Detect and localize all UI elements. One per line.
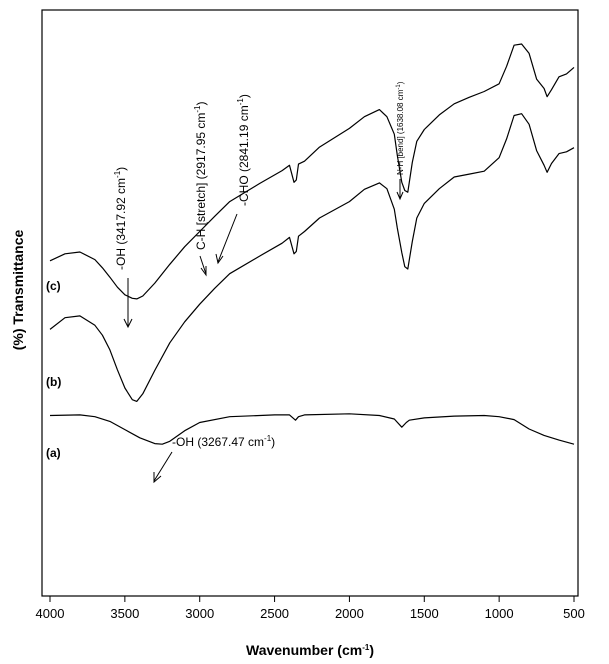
x-tick-label: 3500	[110, 606, 139, 621]
annotation-cho: -CHO (2841.19 cm-1)	[236, 94, 251, 206]
x-tick-label: 1000	[485, 606, 514, 621]
series-line-a	[49, 413, 575, 445]
x-tick-label: 4000	[36, 606, 65, 621]
series-label-c: (c)	[46, 279, 61, 293]
series-label-a: (a)	[46, 446, 61, 460]
x-axis-title: Wavenumber (cm-1)	[246, 642, 374, 658]
annotation-nh-bend: N-H [bend] (1638.08 cm-1)	[396, 81, 405, 175]
x-tick-label: 2000	[335, 606, 364, 621]
arrow-oh-3417-head	[123, 318, 133, 329]
annotation-arrows	[123, 179, 404, 484]
x-axis-ticks: 4000 3500 3000 2500 2000 1500 1000 500	[36, 596, 585, 621]
arrow-cho	[217, 213, 238, 263]
arrow-cho-head	[215, 253, 224, 265]
arrow-nh-bend-head	[396, 191, 404, 201]
arrow-ch-stretch	[199, 255, 207, 275]
series-line-c	[49, 43, 575, 300]
series-layer	[49, 43, 575, 445]
arrow-oh-3267-head	[153, 472, 162, 484]
x-tick-label: 3000	[185, 606, 214, 621]
arrow-oh-3267	[153, 451, 173, 482]
x-tick-label: 1500	[410, 606, 439, 621]
x-tick-label: 2500	[260, 606, 289, 621]
x-tick-label: 500	[563, 606, 585, 621]
arrow-ch-stretch-head	[200, 266, 207, 277]
annotation-oh-3267: -OH (3267.47 cm-1)	[172, 434, 275, 449]
y-axis-title: (%) Transmittance	[10, 229, 26, 350]
annotation-ch-stretch: C-H [stretch] (2917.95 cm-1)	[193, 101, 208, 250]
plot-frame	[41, 9, 579, 597]
annotation-oh-3417: -OH (3417.92 cm-1)	[113, 167, 128, 270]
series-label-b: (b)	[46, 375, 61, 389]
series-line-b	[49, 113, 575, 402]
